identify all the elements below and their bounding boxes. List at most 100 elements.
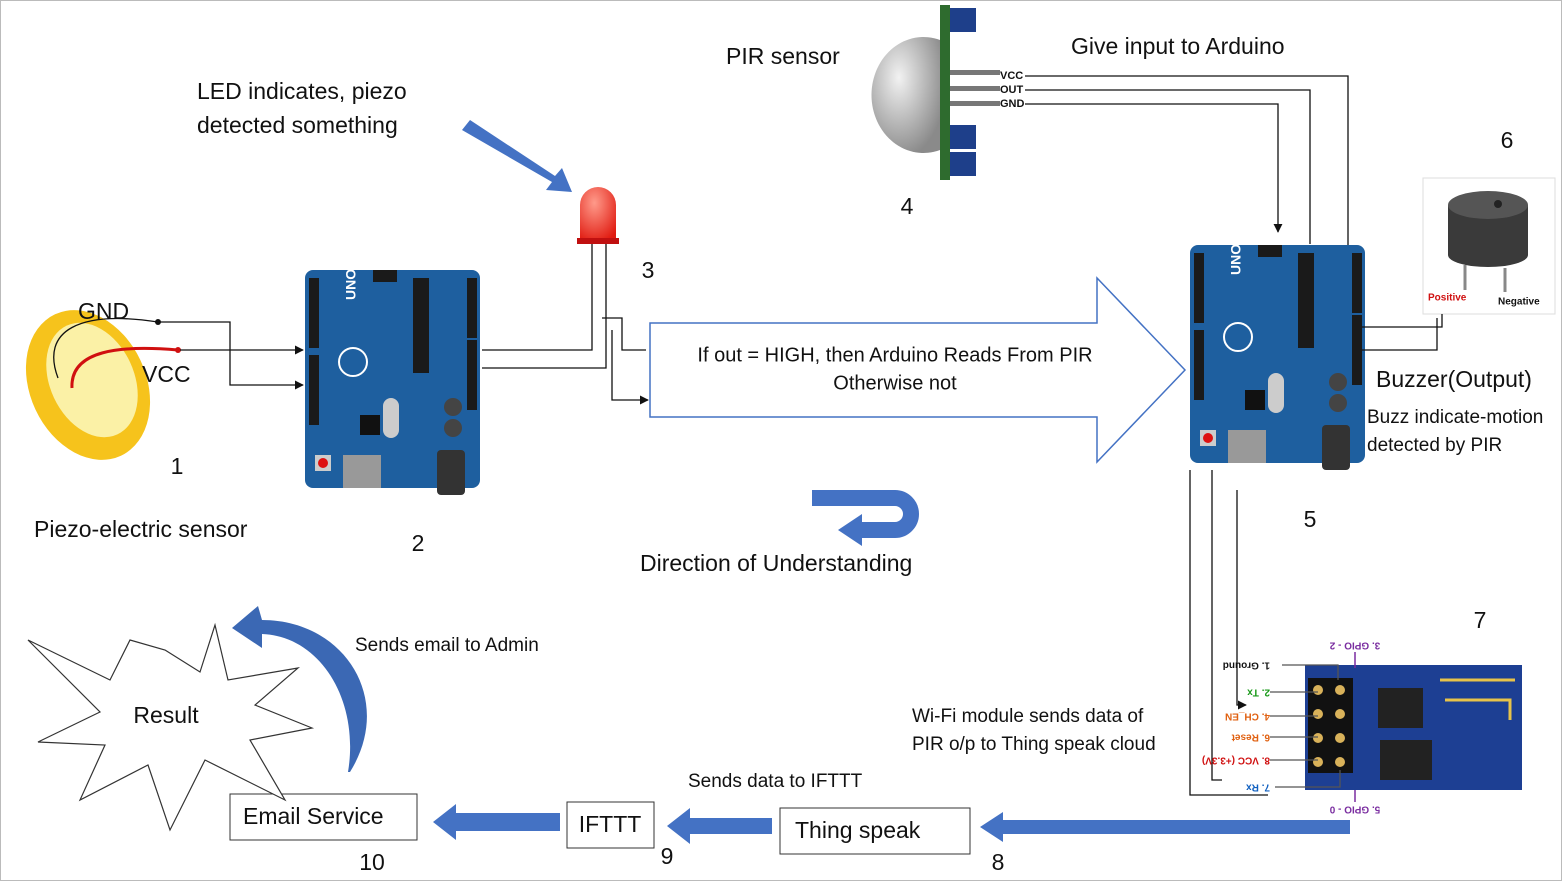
wifi-module-part [1335,733,1345,743]
buzzer-label: Buzzer(Output) [1376,366,1532,392]
block-arrow [667,808,772,844]
email-box [229,793,418,841]
piezo-label: Piezo-electric sensor [34,516,248,542]
number: 4 [901,193,914,219]
pir-sensor-part [1025,75,1349,246]
wifi-module-part [1270,664,1341,788]
buzzer-part [1448,191,1528,219]
led-part [482,244,607,369]
led-part [577,238,619,244]
buzzer-caption: detected by PIR [1367,435,1502,456]
edge-label: Sends email to Admin [355,635,539,656]
buzzer-part [1448,205,1528,267]
number: 3 [642,257,655,283]
pir-sensor-part [950,152,976,176]
wifi-module-part [1313,757,1323,767]
thingspeak-box [779,807,971,855]
wifi-module-part [1378,688,1423,728]
ifttt-label: IFTTT [579,811,642,837]
pir-sensor-part [950,101,1000,106]
flow-arrow [649,276,1187,464]
ifttt-box [566,801,655,849]
piezo-sensor-part [175,347,181,353]
piezo-vcc: VCC [142,361,191,387]
uturn-arrow [812,490,919,538]
wifi-pin: 7. Rx [1246,781,1270,792]
wifi-pin: 8. VCC (+3.3V) [1202,754,1270,765]
number: 6 [1501,127,1514,153]
pir-sensor-part [950,70,1000,75]
pir-note: Give input to Arduino [1071,33,1285,59]
result-burst [27,622,315,832]
block-arrow [433,804,560,840]
buzzer-part [1494,200,1502,208]
number: 7 [1474,607,1487,633]
wifi-module-part [1313,685,1323,695]
wifi-caption: PIR o/p to Thing speak cloud [912,734,1156,755]
pir-sensor-part [950,86,1000,91]
wifi-pin: 4. CH_EN [1225,710,1270,721]
result-label: Result [133,702,199,728]
buzzer [1362,177,1556,351]
buzzer-part [1362,314,1443,351]
buzzer-positive: Positive [1428,293,1467,304]
pir-sensor-part [871,37,940,153]
led-caption: LED indicates, piezo [197,78,407,104]
number: 9 [661,843,674,869]
buzzer-part [1463,265,1507,292]
piezo-sensor-part [53,318,159,379]
wifi-pin: 3. GPIO - 2 [1329,639,1380,650]
number: 10 [359,849,385,875]
wifi-module-part [1335,685,1345,695]
direction-label: Direction of Understanding [640,550,912,576]
wifi-pin: 1. Ground [1223,659,1270,670]
flow-text: Otherwise not [833,372,957,394]
wifi-caption: Wi-Fi module sends data of [912,706,1144,727]
wifi-module-part [1189,470,1268,796]
edge-label: Sends data to IFTTT [688,771,863,792]
pir-pin: GND [1000,98,1025,110]
arduino-board [304,269,481,496]
wifi-pin: 5. GPIO - 0 [1329,803,1380,814]
pir-sensor-part [950,8,976,32]
pir-label: PIR sensor [726,43,840,69]
email-label: Email Service [243,803,384,829]
number: 8 [992,849,1005,875]
board-label: UNO [343,269,359,300]
pir-pin: OUT [1000,84,1024,96]
wifi-module-part [1335,709,1345,719]
pointer-arrow [462,120,572,192]
piezo-gnd: GND [78,298,129,324]
wifi-module [1189,470,1522,802]
number: 2 [412,530,425,556]
wifi-module-part [1335,757,1345,767]
block-arrow [980,812,1350,842]
led-part [602,317,648,400]
curved-arrow [232,606,367,772]
wifi-module-part [1313,709,1323,719]
thingspeak-label: Thing speak [795,817,921,843]
pir-sensor-part [940,5,950,180]
led [482,187,648,400]
wifi-module-part [1313,733,1323,743]
uturn-head [838,514,862,546]
number: 5 [1304,506,1317,532]
led-caption: detected something [197,112,398,138]
wifi-pin: 2. Tx [1247,686,1270,697]
pir-sensor-part [950,125,976,149]
wifi-module-part [1380,740,1432,780]
flow-text: If out = HIGH, then Arduino Reads From P… [697,344,1092,366]
pir-pin: VCC [1000,70,1023,82]
piezo-sensor [25,310,181,460]
wire [160,321,304,390]
buzzer-negative: Negative [1498,297,1540,308]
arduino-board [1189,244,1366,471]
piezo-sensor-part [70,346,179,389]
wifi-module-part [1440,678,1515,720]
wifi-pin: 6. Reset [1231,731,1270,742]
number: 1 [171,453,184,479]
piezo-sensor-part [155,319,161,325]
pir-sensor [871,5,1349,246]
buzzer-caption: Buzz indicate-motion [1367,407,1543,428]
